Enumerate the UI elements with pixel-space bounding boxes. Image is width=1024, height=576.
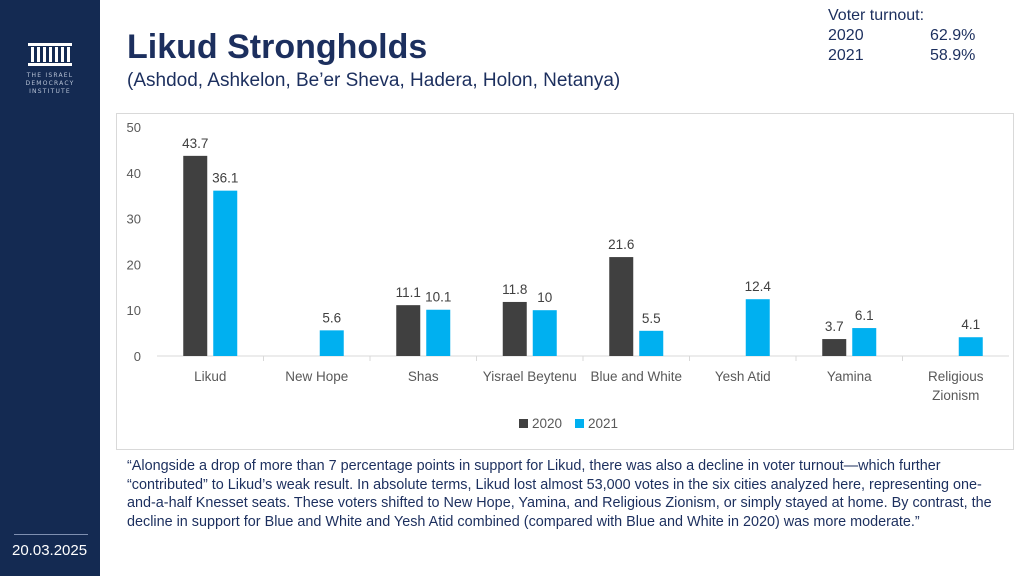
bar-2020 (609, 257, 634, 356)
bar-2021 (319, 330, 344, 356)
y-tick-label: 0 (134, 349, 141, 364)
x-tick-label: Likud (194, 369, 226, 384)
bar-2021 (852, 328, 877, 356)
bar-2020 (822, 339, 847, 356)
page-title: Likud Strongholds (127, 28, 428, 66)
data-label: 4.1 (961, 317, 980, 332)
y-tick-label: 10 (127, 303, 141, 318)
x-tick-label: Shas (408, 369, 439, 384)
y-tick-label: 30 (127, 212, 141, 227)
data-label: 10 (537, 290, 552, 305)
turnout-row: 2020 62.9% (828, 26, 975, 46)
logo-text: THE ISRAEL DEMOCRACY INSTITUTE (25, 72, 75, 95)
x-tick-label: Blue and White (590, 369, 682, 384)
x-tick-label: Yamina (827, 369, 872, 384)
legend-label: 2020 (532, 416, 562, 431)
institute-logo-icon (28, 43, 72, 66)
turnout-value: 62.9% (930, 27, 976, 44)
chart-container: 0 10 20 30 40 50 Likud 43.7 36.1 New Hope 5.6 Shas 1… (116, 113, 1014, 450)
date: 20.03.2025 (12, 542, 88, 559)
y-tick-label: 20 (127, 257, 141, 272)
bar-2020 (396, 305, 421, 356)
bar-2021 (213, 190, 238, 356)
data-label: 3.7 (825, 319, 844, 334)
date-divider (14, 534, 88, 535)
data-label: 5.6 (322, 310, 341, 325)
legend-swatch (519, 419, 528, 428)
x-tick-label: Yisrael Beytenu (483, 369, 577, 384)
turnout-year: 2020 (828, 27, 864, 44)
turnout-label: Voter turnout: (828, 7, 925, 24)
y-tick-label: 50 (127, 120, 141, 135)
voter-turnout: Voter turnout: 2020 62.9% 2021 58.9% (828, 6, 975, 66)
quote-text: “Alongside a drop of more than 7 percent… (127, 458, 992, 530)
turnout-row: 2021 58.9% (828, 46, 975, 66)
x-tick-label: Yesh Atid (715, 369, 771, 384)
x-tick-label: New Hope (285, 369, 348, 384)
data-label: 6.1 (855, 308, 874, 323)
data-label: 12.4 (745, 279, 772, 294)
bar-2021 (426, 309, 451, 356)
sidebar: THE ISRAEL DEMOCRACY INSTITUTE 20.03.202… (0, 0, 100, 576)
data-label: 43.7 (182, 136, 208, 151)
turnout-year: 2021 (828, 47, 864, 64)
bar-2021 (745, 299, 770, 356)
x-tick-label: Religious Zionism (928, 369, 984, 403)
page-subtitle: (Ashdod, Ashkelon, Be’er Sheva, Hadera, … (127, 70, 621, 91)
data-label: 10.1 (425, 290, 451, 305)
bar-2020 (502, 301, 527, 356)
data-label: 36.1 (212, 171, 238, 186)
turnout-value: 58.9% (930, 47, 976, 64)
bar-chart: 0 10 20 30 40 50 Likud 43.7 36.1 New Hope 5.6 Shas 1… (127, 120, 1009, 431)
legend-swatch (575, 419, 584, 428)
bar-2021 (532, 310, 557, 356)
bar-2020 (183, 155, 208, 356)
data-label: 11.8 (502, 282, 527, 297)
bar-2021 (639, 330, 664, 356)
y-tick-label: 40 (127, 166, 141, 181)
data-label: 5.5 (642, 311, 661, 326)
data-label: 21.6 (608, 237, 634, 252)
legend-label: 2021 (588, 416, 618, 431)
data-label: 11.1 (396, 285, 421, 300)
bar-2021 (958, 337, 983, 356)
